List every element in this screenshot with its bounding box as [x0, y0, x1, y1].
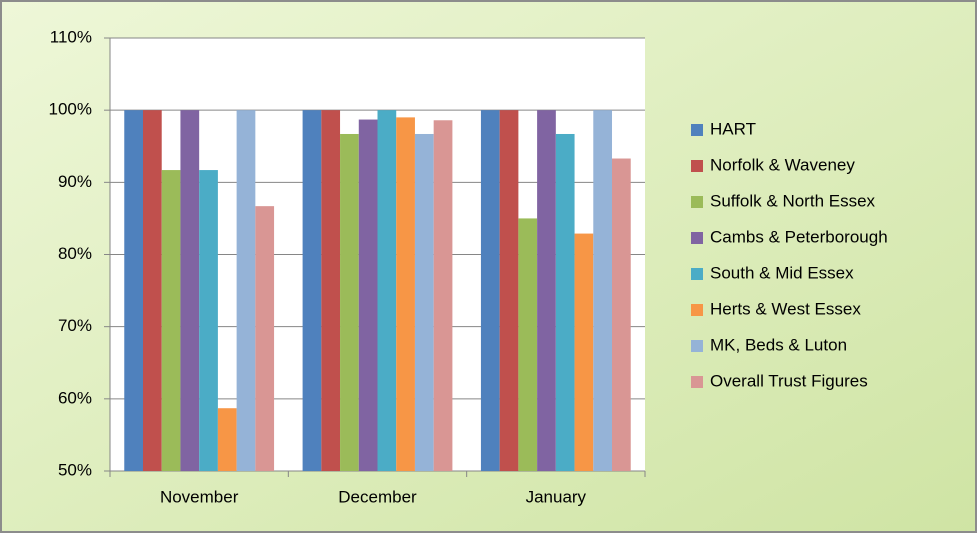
bar — [433, 120, 453, 472]
bar — [142, 110, 162, 472]
legend-swatch — [691, 232, 703, 244]
bar — [499, 110, 519, 472]
legend-swatch — [691, 196, 703, 208]
x-tick-label: December — [338, 487, 417, 506]
bar — [321, 110, 341, 472]
bar — [255, 206, 275, 472]
legend-label: MK, Beds & Luton — [710, 335, 847, 354]
legend-label: Herts & West Essex — [710, 299, 861, 318]
legend-swatch — [691, 268, 703, 280]
legend-swatch — [691, 340, 703, 352]
y-tick-label: 90% — [58, 172, 92, 191]
legend-swatch — [691, 376, 703, 388]
legend-label: Cambs & Peterborough — [710, 227, 888, 246]
bar — [340, 133, 359, 471]
x-tick-label: November — [160, 487, 239, 506]
bar — [199, 170, 218, 471]
y-tick-label: 80% — [58, 244, 92, 263]
y-tick-label: 70% — [58, 316, 92, 335]
bar — [180, 110, 200, 472]
legend-label: Suffolk & North Essex — [710, 191, 876, 210]
bar — [377, 110, 397, 472]
x-tick-label: January — [526, 487, 587, 506]
y-tick-label: 60% — [58, 388, 92, 407]
y-tick-label: 110% — [50, 27, 92, 46]
bar — [480, 110, 500, 472]
bar — [302, 110, 322, 472]
bar — [358, 119, 378, 471]
legend-label: Overall Trust Figures — [710, 371, 868, 390]
y-tick-label: 50% — [58, 460, 92, 479]
bar — [161, 170, 181, 471]
legend-swatch — [691, 160, 703, 172]
bar — [124, 110, 143, 472]
bar — [414, 133, 434, 471]
bar — [537, 110, 556, 472]
bar — [236, 110, 256, 472]
y-tick-label: 100% — [49, 100, 92, 119]
bar — [593, 110, 613, 472]
bar — [574, 233, 594, 471]
legend-label: Norfolk & Waveney — [710, 155, 855, 174]
bar — [612, 158, 631, 472]
legend-label: South & Mid Essex — [710, 263, 854, 282]
legend-swatch — [691, 124, 703, 136]
bar — [396, 117, 415, 471]
legend-label: HART — [710, 119, 756, 138]
bar — [518, 218, 538, 471]
bar — [217, 408, 237, 471]
legend-swatch — [691, 304, 703, 316]
bar — [555, 133, 575, 471]
